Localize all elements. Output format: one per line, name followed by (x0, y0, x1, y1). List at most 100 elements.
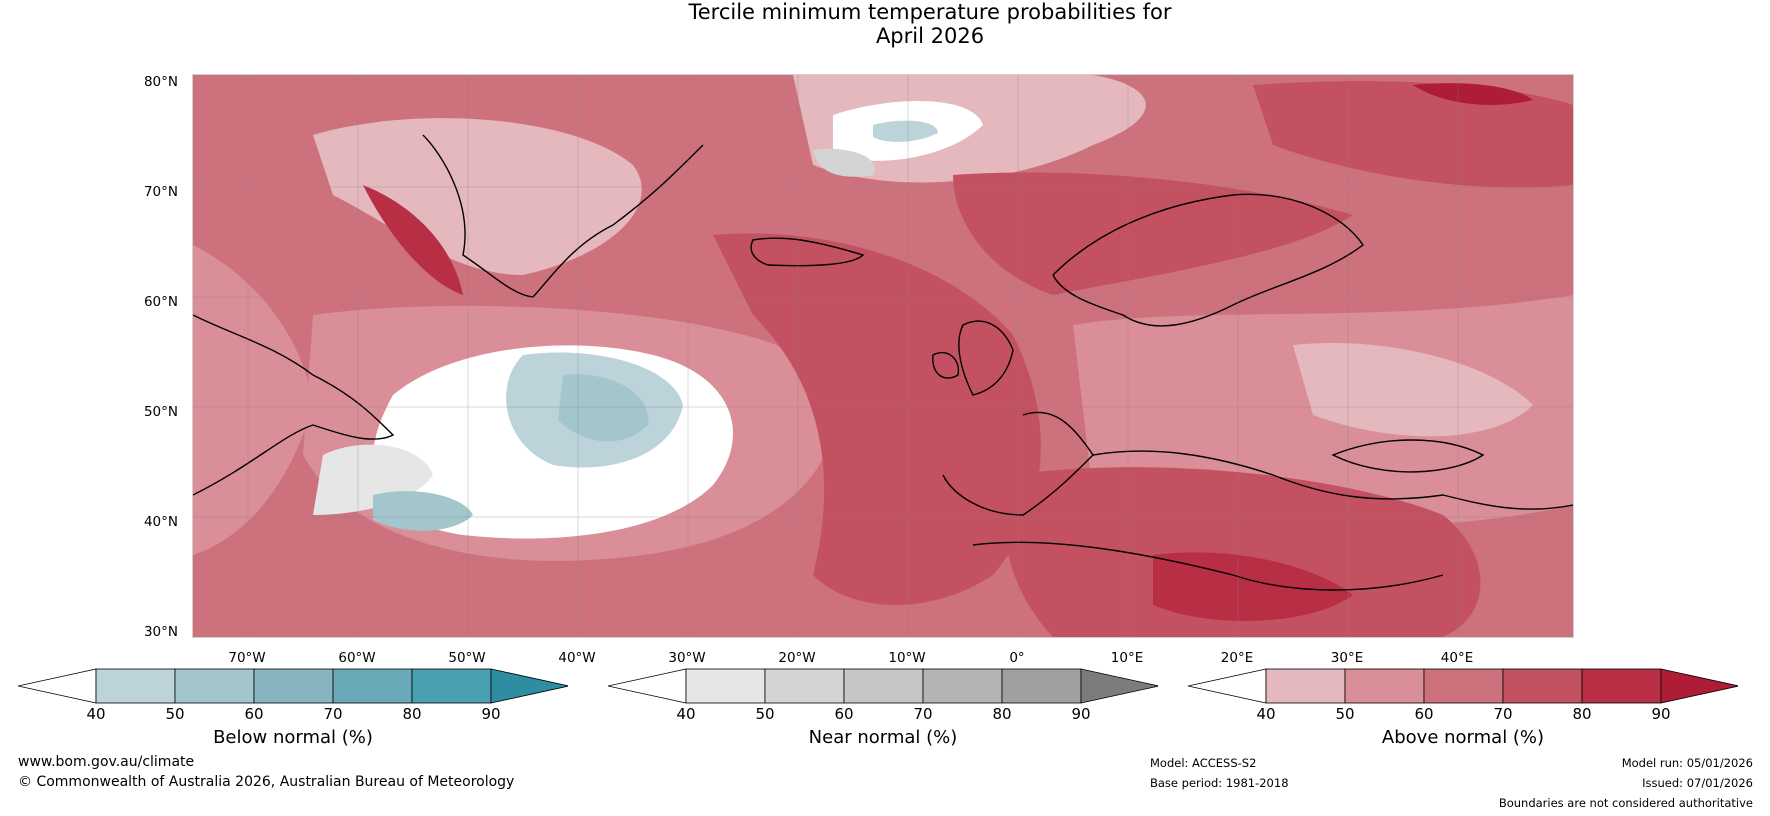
coast-scandinavia (1052, 193, 1364, 327)
lon-label-30e: 30°E (1330, 650, 1364, 666)
colorbar-segment (332, 668, 413, 704)
colorbar-label-above: Above normal (%) (1381, 727, 1545, 748)
lat-label-70n: 70°N (143, 184, 178, 200)
colorbar-tick-label: 50 (755, 705, 775, 723)
coast-north-africa (972, 541, 1444, 591)
colorbar-tick-label: 60 (1414, 705, 1434, 723)
footer-copyright: © Commonwealth of Australia 2026, Austra… (18, 774, 515, 790)
colorbar-segment (1423, 668, 1504, 704)
footer-model-run: Model run: 05/01/2026 (1621, 756, 1753, 770)
zone-arctic-dark (1253, 81, 1573, 188)
colorbar-tick-label: 60 (834, 705, 854, 723)
lon-label-30w: 30°W (668, 650, 706, 666)
zone-east-light (1293, 343, 1533, 437)
colorbar-segment (95, 668, 176, 704)
footer-base-period: Base period: 1981-2018 (1150, 776, 1289, 790)
colorbar-segment (764, 668, 845, 704)
colorbar-tick-label: 70 (323, 705, 343, 723)
coast-black-sea (1331, 439, 1485, 473)
colorbar-tick-label: 40 (676, 705, 696, 723)
coast-europe-west (942, 411, 1094, 516)
colorbar-extend-low (1188, 668, 1267, 704)
zone-norway-dark (953, 172, 1353, 295)
colorbar-segment (1581, 668, 1662, 704)
graticule (193, 75, 1573, 637)
zone-labrador-light (193, 245, 313, 555)
colorbar-tick-label: 50 (165, 705, 185, 723)
lon-label-20w: 20°W (778, 650, 816, 666)
zone-iceland-dark (713, 233, 1041, 605)
colorbar-segment (685, 668, 766, 704)
colorbar-extend-low (18, 668, 97, 704)
footer-issued: Issued: 07/01/2026 (1642, 776, 1753, 790)
lat-label-40n: 40°N (143, 514, 178, 530)
coast-canada (193, 314, 395, 496)
colorbar-extend-high (1080, 668, 1158, 704)
colorbar-segment (843, 668, 924, 704)
lat-label-80n: 80°N (143, 74, 178, 90)
coast-british-isles (958, 320, 1014, 396)
lon-label-20e: 20°E (1220, 650, 1254, 666)
zone-arctic-blue (873, 120, 938, 142)
colorbar-extend-low (608, 668, 687, 704)
zone-labrador-sea-dark (363, 185, 463, 295)
title-line-2: April 2026 (875, 24, 985, 48)
colorbar-tick-label: 40 (86, 705, 106, 723)
coast-iceland (750, 237, 865, 267)
colorbar-segment (1265, 668, 1346, 704)
colorbar-segment (253, 668, 334, 704)
lon-label-40e: 40°E (1440, 650, 1474, 666)
colorbar-tick-label: 80 (1572, 705, 1592, 723)
lat-label-60n: 60°N (143, 294, 178, 310)
lon-label-40w: 40°W (558, 650, 596, 666)
footer-disclaimer: Boundaries are not considered authoritat… (1498, 796, 1753, 810)
lon-label-60w: 60°W (338, 650, 376, 666)
colorbar-segment (1502, 668, 1583, 704)
colorbar-below-normal (18, 668, 568, 704)
lon-label-50w: 50°W (448, 650, 486, 666)
colorbar-above-normal (1188, 668, 1738, 704)
lon-label-10e: 10°E (1110, 650, 1144, 666)
map-canvas (193, 75, 1573, 637)
colorbar-segment (1344, 668, 1425, 704)
lon-label-70w: 70°W (228, 650, 266, 666)
zone-arctic-grey (813, 148, 875, 177)
colorbar-label-near: Near normal (%) (808, 727, 958, 748)
colorbar-tick-label: 90 (481, 705, 501, 723)
colorbar-tick-label: 80 (992, 705, 1012, 723)
colorbar-tick-label: 80 (402, 705, 422, 723)
colorbar-label-below: Below normal (%) (213, 727, 373, 748)
colorbar-segment (922, 668, 1003, 704)
colorbar-tick-label: 40 (1256, 705, 1276, 723)
lon-label-10w: 10°W (888, 650, 926, 666)
colorbar-tick-label: 90 (1071, 705, 1091, 723)
colorbar-tick-label: 70 (1493, 705, 1513, 723)
zone-med-dark (1005, 467, 1481, 637)
footer-model: Model: ACCESS-S2 (1150, 756, 1257, 770)
lon-label-0: 0° (1009, 650, 1025, 666)
title-line-1: Tercile minimum temperature probabilitie… (688, 0, 1172, 24)
map-title: Tercile minimum temperature probabilitie… (0, 0, 1770, 48)
colorbar-extend-high (1660, 668, 1738, 704)
colorbar-tick-label: 70 (913, 705, 933, 723)
zone-greenland-light (313, 118, 642, 275)
colorbar-segment (1001, 668, 1082, 704)
coast-ireland (932, 351, 960, 379)
colorbar-tick-label: 60 (244, 705, 264, 723)
colorbar-near-normal (608, 668, 1158, 704)
colorbar-segment (174, 668, 255, 704)
coast-mediterranean (1092, 450, 1573, 510)
footer-website: www.bom.gov.au/climate (18, 754, 195, 770)
zone-med-darkest (1153, 552, 1353, 622)
zone-arctic-darkest (1413, 83, 1533, 105)
probability-map (192, 74, 1574, 638)
lat-label-50n: 50°N (143, 404, 178, 420)
colorbar-tick-label: 90 (1651, 705, 1671, 723)
lat-label-30n: 30°N (143, 624, 178, 640)
colorbar-tick-label: 50 (1335, 705, 1355, 723)
colorbar-extend-high (490, 668, 568, 704)
coastlines (193, 134, 1573, 591)
colorbar-segment (411, 668, 492, 704)
zone-below-blue-2 (373, 491, 473, 531)
zone-below-blue-1b (558, 374, 649, 442)
